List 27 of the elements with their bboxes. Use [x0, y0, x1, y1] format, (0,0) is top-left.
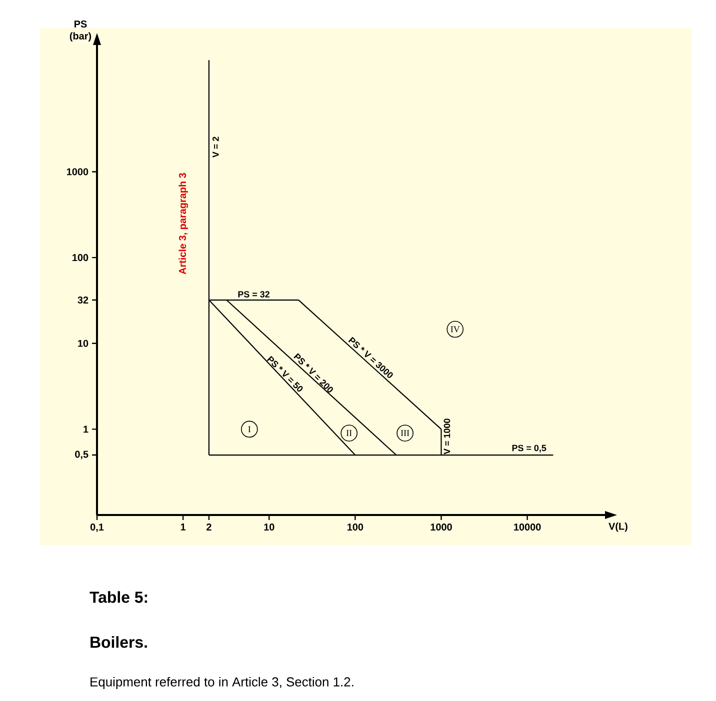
x-tick-label: 1: [180, 524, 186, 530]
annotation: IV: [450, 326, 460, 332]
y-tick-label: 10: [78, 340, 88, 347]
series-label: PS = 32: [238, 291, 270, 298]
series-label: PS = 0,5: [512, 444, 546, 452]
text: V = 2: [212, 136, 219, 158]
x-tick-label: 2: [206, 524, 212, 530]
y-tick-label: 0,5: [75, 450, 88, 460]
x-tick-label: 0,1: [90, 524, 104, 532]
x-tick-label: 1000: [430, 524, 452, 531]
y-axis-title: PS (bar): [70, 20, 92, 42]
y-tick-label: 1000: [66, 168, 88, 176]
y-tick-label: 1: [84, 426, 88, 433]
x-tick-label: 10: [264, 524, 274, 531]
annotation: II: [346, 430, 352, 436]
text: Equipment referred to in Article 3, Section 1.2.: [90, 676, 354, 690]
annotation: Article 3, paragraph 3: [178, 173, 188, 274]
x-tick-label: 100: [347, 524, 364, 531]
annotation: I: [248, 426, 251, 432]
annotation: III: [400, 430, 410, 436]
text: Boilers.: [90, 636, 147, 648]
y-tick-label: 100: [72, 254, 88, 262]
x-axis-title: V(L): [608, 522, 628, 532]
text: V = 1000: [444, 418, 450, 454]
x-tick-label: 10000: [514, 524, 541, 531]
text: Table 5:: [90, 591, 148, 603]
y-tick-label: 32: [78, 296, 88, 304]
